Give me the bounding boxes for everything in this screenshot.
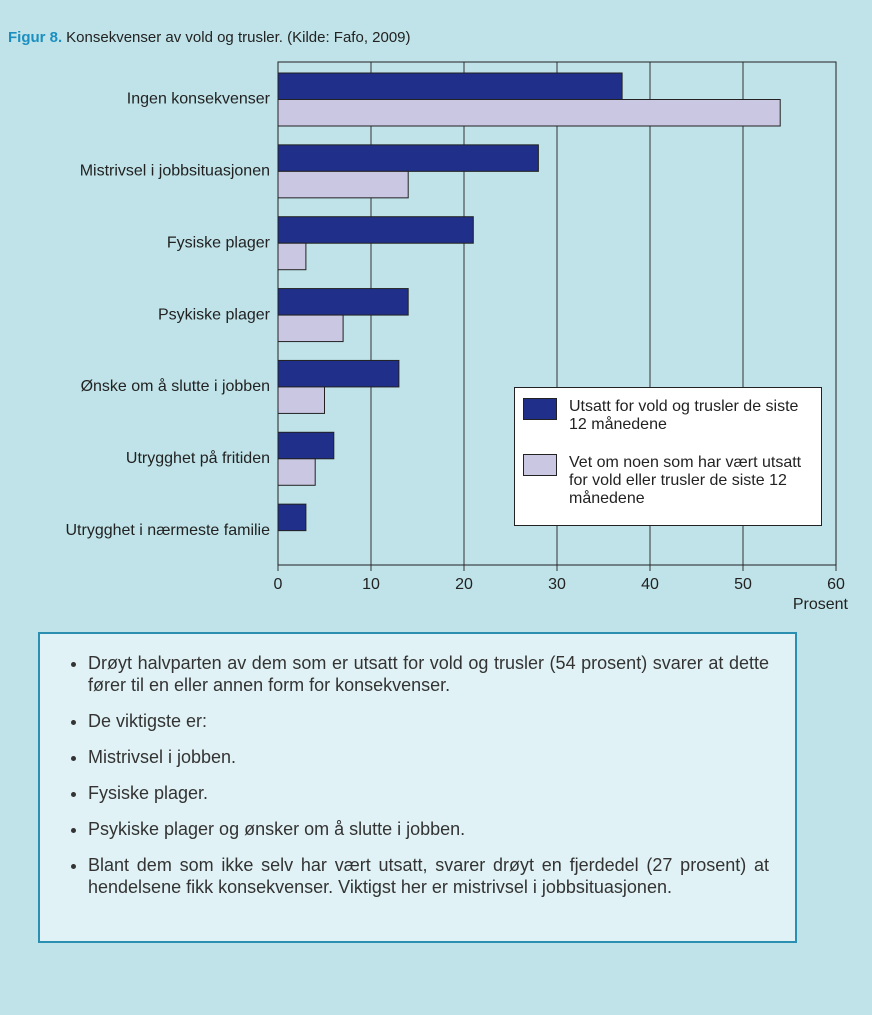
bar: [277, 359, 400, 388]
legend-label: Vet om noen som har vært utsatt for vold…: [569, 454, 802, 507]
bar: [277, 242, 307, 271]
bar: [277, 99, 781, 127]
bullet: Drøyt halvparten av dem som er utsatt fo…: [88, 652, 769, 696]
y-tick-label: Mistrivsel i jobbsituasjonen: [80, 163, 270, 180]
y-tick-label: Fysiske plager: [167, 234, 271, 251]
y-tick-label: Psykiske plager: [158, 306, 271, 323]
bar: [277, 288, 409, 316]
bullet-list: Drøyt halvparten av dem som er utsatt fo…: [60, 652, 769, 898]
bar: [277, 144, 539, 172]
x-tick-label: 30: [548, 576, 566, 593]
legend: Utsatt for vold og trusler de siste 12 m…: [514, 387, 822, 526]
legend-swatch: [523, 398, 557, 420]
x-tick-label: 20: [455, 576, 473, 593]
legend-item: Utsatt for vold og trusler de siste 12 m…: [523, 398, 799, 434]
bullet: De viktigste er:: [88, 710, 769, 732]
x-tick-label: 10: [362, 576, 380, 593]
y-tick-label: Ønske om å slutte i jobben: [81, 377, 270, 395]
x-tick-label: 50: [734, 576, 752, 593]
bullet: Psykiske plager og ønsker om å slutte i …: [88, 818, 769, 840]
y-tick-label: Utrygghet på fritiden: [126, 449, 270, 467]
x-axis-label: Prosent: [793, 596, 849, 613]
x-tick-label: 0: [274, 576, 283, 593]
legend-label: Utsatt for vold og trusler de siste 12 m…: [569, 398, 799, 433]
x-tick-label: 40: [641, 576, 659, 593]
bar: [277, 386, 325, 414]
bullet: Fysiske plager.: [88, 782, 769, 804]
chart-title: Konsekvenser av vold og trusler. (Kilde:…: [66, 29, 410, 46]
bar: [277, 170, 409, 199]
bar: [277, 314, 344, 343]
bar: [277, 72, 623, 100]
bar: [277, 458, 316, 486]
chart-heading: Figur 8. Konsekvenser av vold og trusler.…: [8, 29, 411, 46]
y-tick-label: Utrygghet i nærmeste familie: [65, 522, 270, 539]
summary-box: Drøyt halvparten av dem som er utsatt fo…: [38, 632, 797, 943]
bar: [277, 503, 307, 532]
x-tick-label: 60: [827, 576, 845, 593]
legend-swatch: [523, 454, 557, 476]
y-tick-label: Ingen konsekvenser: [127, 91, 271, 108]
legend-item: Vet om noen som har vært utsatt for vold…: [523, 454, 814, 508]
bullet: Mistrivsel i jobben.: [88, 746, 769, 768]
bar: [277, 216, 474, 244]
chart: Figur 8. Konsekvenser av vold og trusler.…: [8, 29, 849, 613]
bullet: Blant dem som ikke selv har vært utsatt,…: [88, 854, 769, 898]
bar: [277, 431, 335, 460]
figure-label: Figur 8.: [8, 29, 62, 46]
